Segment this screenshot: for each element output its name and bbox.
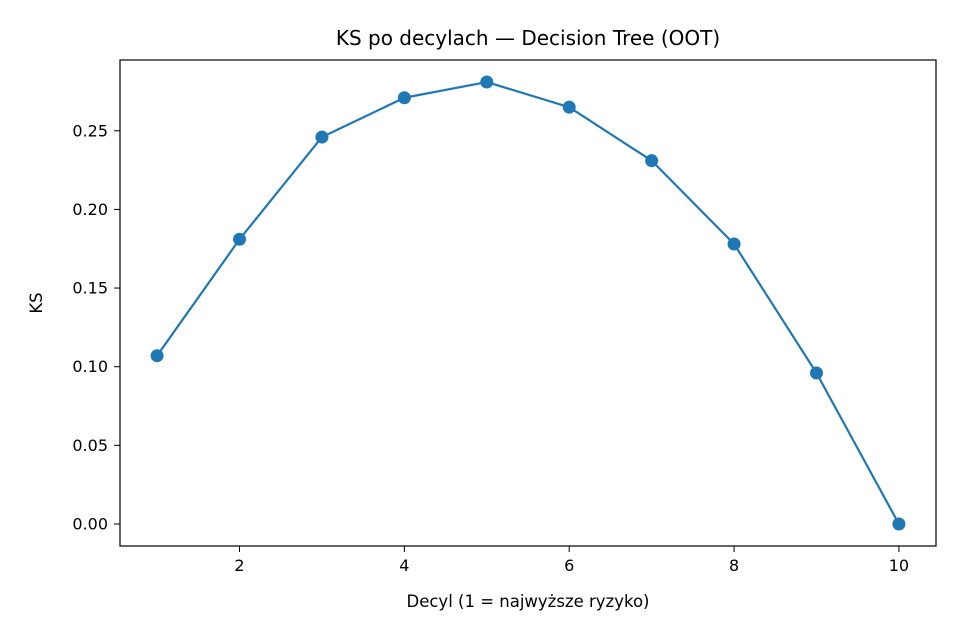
x-axis-ticks: 2 4 6 8 10 xyxy=(234,546,909,575)
x-tick-label: 6 xyxy=(564,556,574,575)
y-tick-label: 0.15 xyxy=(72,279,108,298)
plot-area xyxy=(150,75,906,531)
x-tick-label: 4 xyxy=(399,556,409,575)
chart-title: KS po decylach — Decision Tree (OOT) xyxy=(336,26,720,50)
data-point xyxy=(150,349,164,363)
y-axis-label: KS xyxy=(27,292,46,313)
x-tick-label: 2 xyxy=(234,556,244,575)
y-tick-label: 0.05 xyxy=(72,436,108,455)
data-point xyxy=(562,100,576,114)
data-point xyxy=(727,237,741,251)
data-point xyxy=(480,75,494,89)
data-point xyxy=(892,517,906,531)
y-axis-ticks: 0.00 0.05 0.10 0.15 0.20 0.25 xyxy=(72,121,120,533)
x-axis-label: Decyl (1 = najwyższe ryzyko) xyxy=(407,592,650,611)
plot-background xyxy=(120,60,936,546)
data-point xyxy=(397,91,411,105)
x-tick-label: 8 xyxy=(729,556,739,575)
plot-frame xyxy=(119,59,937,547)
data-point xyxy=(233,232,247,246)
y-tick-label: 0.20 xyxy=(72,200,108,219)
data-point xyxy=(645,154,659,168)
y-tick-label: 0.00 xyxy=(72,514,108,533)
data-point xyxy=(809,366,823,380)
x-tick-label: 10 xyxy=(889,556,909,575)
data-point xyxy=(315,130,329,144)
y-tick-label: 0.10 xyxy=(72,357,108,376)
y-tick-label: 0.25 xyxy=(72,121,108,140)
series-line xyxy=(156,80,900,525)
